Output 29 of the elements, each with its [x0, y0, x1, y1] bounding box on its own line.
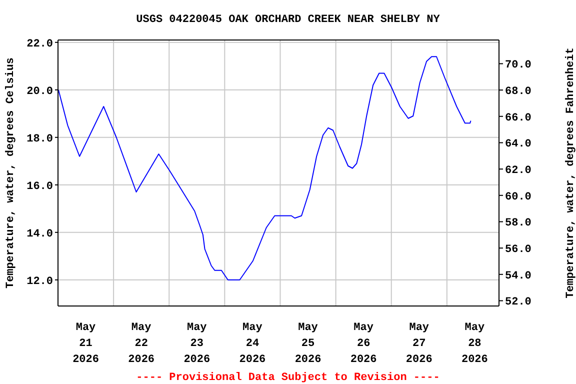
y2-tick-label: 68.0	[505, 86, 532, 98]
y2-tick-label: 70.0	[505, 60, 532, 72]
x-tick-label: May 26 2026	[350, 322, 377, 366]
line-series	[58, 56, 472, 280]
y2-tick-label: 54.0	[505, 270, 532, 282]
y-tick-label: 20.0	[26, 86, 53, 98]
y2-tick-label: 52.0	[505, 296, 532, 309]
y2-tick-label: 60.0	[505, 191, 532, 204]
y2-tick-label: 58.0	[505, 218, 532, 230]
x-tick-label: May 24 2026	[239, 322, 266, 366]
y-tick-label: 22.0	[26, 38, 53, 50]
y2-axis-title: Temperature, water, degrees Fahrenheit	[564, 48, 576, 298]
y-tick-label: 12.0	[26, 276, 53, 288]
y2-tick-label: 56.0	[505, 244, 532, 256]
y-tick-label: 14.0	[26, 228, 53, 240]
y-tick-label: 18.0	[26, 133, 53, 146]
chart-title: USGS 04220045 OAK ORCHARD CREEK NEAR SHELBY NY	[136, 14, 440, 26]
x-tick-label: May 28 2026	[461, 322, 488, 366]
x-tick-label: May 21 2026	[72, 322, 99, 366]
y-axis-title: Temperature, water, degrees Celsius	[4, 57, 17, 289]
y-tick-label: 16.0	[26, 180, 53, 193]
x-tick-label: May 22 2026	[128, 322, 155, 366]
y2-tick-label: 62.0	[505, 164, 532, 177]
y2-tick-label: 66.0	[505, 112, 532, 124]
x-tick-label: May 27 2026	[406, 322, 432, 366]
y2-tick-label: 64.0	[505, 138, 532, 151]
x-tick-label: May 25 2026	[294, 322, 322, 366]
text: ---- Provisional Data Subject to Revision ----	[136, 372, 440, 384]
x-tick-label: May 23 2026	[184, 322, 210, 366]
